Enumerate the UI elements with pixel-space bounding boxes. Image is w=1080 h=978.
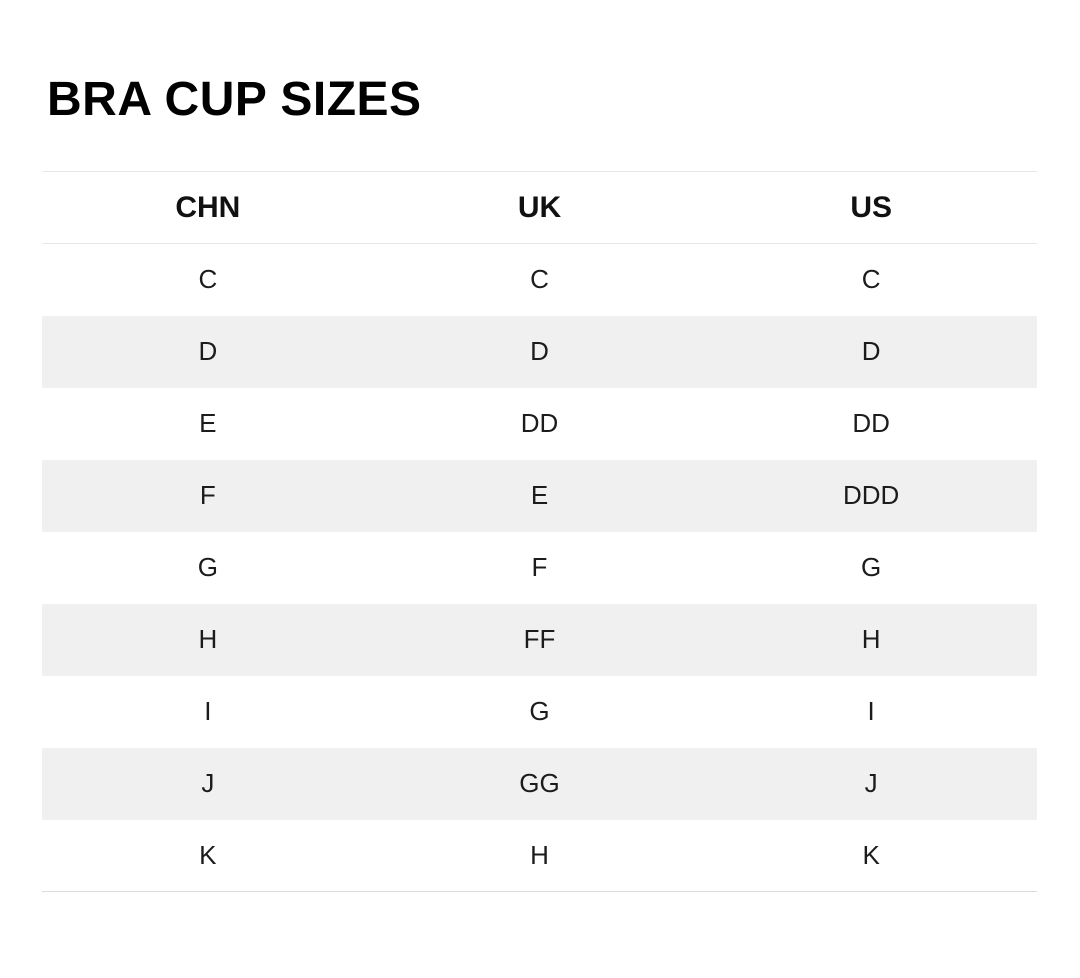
cell-us: G	[861, 552, 882, 582]
cell-uk: C	[530, 264, 549, 295]
cell-uk: FF	[523, 624, 556, 654]
cell-uk: E	[530, 480, 549, 510]
cell-chn: H	[198, 624, 218, 654]
cell-chn: I	[204, 696, 212, 726]
cell-chn: D	[198, 336, 218, 366]
cell-uk: F	[531, 552, 548, 582]
cup-size-conversion-table: CHN UK US C C C D D D E DD DD F	[42, 171, 1037, 892]
cell-us: DDD	[842, 480, 900, 510]
cell-chn: E	[199, 408, 217, 438]
table-row: K H K	[42, 820, 1037, 892]
page-title: BRA CUP SIZES	[47, 73, 422, 126]
cell-uk: GG	[519, 768, 560, 798]
cell-uk: H	[530, 839, 549, 870]
cell-us: J	[864, 768, 878, 798]
cell-chn: J	[201, 768, 215, 798]
column-header-uk: UK	[517, 190, 562, 224]
cell-us: H	[861, 624, 881, 654]
cell-us: D	[861, 336, 881, 366]
table-row: E DD DD	[42, 388, 1037, 460]
column-header-us: US	[850, 190, 892, 224]
table-row: G F G	[42, 532, 1037, 604]
cell-chn: K	[199, 839, 217, 870]
cell-uk: DD	[520, 408, 559, 438]
table-row: J GG J	[42, 747, 1037, 820]
cell-us: C	[861, 264, 881, 295]
table-row: C C C	[42, 244, 1037, 316]
cell-uk: D	[530, 336, 549, 366]
table-row: D D D	[42, 315, 1037, 388]
cell-us: K	[862, 839, 880, 870]
cell-chn: C	[198, 264, 218, 295]
cell-chn: G	[197, 552, 218, 582]
table-row: F E DDD	[42, 459, 1037, 532]
cell-us: I	[867, 696, 875, 726]
cell-chn: F	[199, 480, 216, 510]
cell-us: DD	[852, 408, 890, 438]
table-row: I G I	[42, 676, 1037, 748]
table-header-row: CHN UK US	[42, 171, 1037, 244]
cell-uk: G	[529, 696, 550, 726]
table-row: H FF H	[42, 603, 1037, 676]
column-header-chn: CHN	[175, 190, 241, 224]
